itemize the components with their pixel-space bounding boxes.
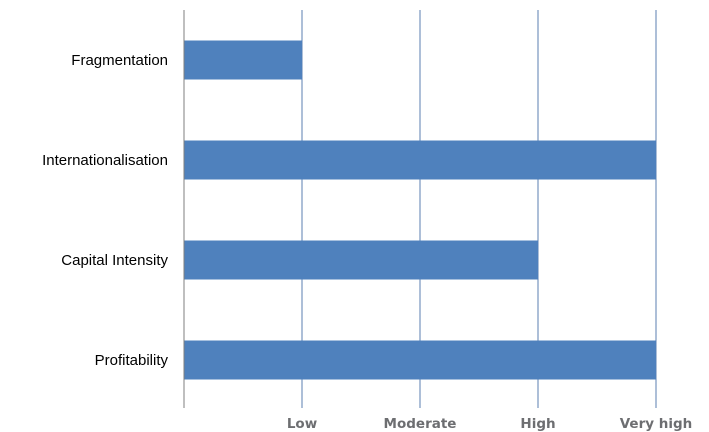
bar-profitability	[184, 340, 656, 380]
x-tick-label: Low	[287, 416, 317, 432]
bar-capital-intensity	[184, 240, 538, 280]
x-tick-label: Very high	[620, 416, 693, 432]
x-tick-label: Moderate	[384, 416, 457, 432]
bars	[184, 40, 656, 380]
category-labels: Fragmentation Internationalisation Capital…	[42, 52, 168, 369]
category-label: Profitability	[95, 352, 169, 369]
category-label: Internationalisation	[42, 152, 168, 169]
category-label: Fragmentation	[71, 52, 168, 69]
bar-fragmentation	[184, 40, 302, 80]
x-tick-label: High	[520, 416, 555, 432]
bar-internationalisation	[184, 140, 656, 180]
x-tick-labels: Low Moderate High Very high	[287, 416, 692, 432]
category-label: Capital Intensity	[61, 252, 168, 269]
